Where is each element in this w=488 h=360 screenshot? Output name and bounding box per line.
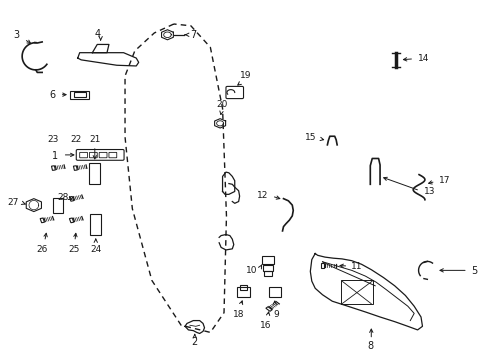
Text: 28: 28	[58, 193, 69, 202]
Bar	[73, 93, 85, 97]
Text: 10: 10	[245, 266, 257, 275]
Bar	[240, 285, 246, 290]
Text: 1: 1	[52, 150, 58, 161]
Text: 23: 23	[47, 135, 59, 144]
Text: 20: 20	[216, 100, 227, 109]
Bar	[237, 287, 249, 297]
Text: 5: 5	[470, 266, 476, 276]
Text: 27: 27	[8, 198, 19, 207]
Text: 14: 14	[417, 54, 428, 63]
Bar	[263, 271, 272, 276]
Text: 25: 25	[68, 245, 80, 254]
Text: 4: 4	[94, 29, 100, 39]
Text: 18: 18	[232, 310, 244, 319]
Text: 17: 17	[438, 176, 449, 185]
Bar	[90, 215, 101, 235]
Text: 19: 19	[240, 71, 251, 80]
Text: 24: 24	[90, 245, 101, 254]
Text: 26: 26	[37, 245, 48, 254]
Text: 2: 2	[191, 337, 198, 347]
Text: 7: 7	[189, 30, 196, 40]
Bar	[268, 287, 280, 297]
Text: 15: 15	[305, 133, 316, 142]
Bar	[70, 91, 89, 99]
Text: 22: 22	[70, 135, 81, 144]
Text: 8: 8	[366, 341, 373, 351]
Text: 9: 9	[273, 310, 279, 319]
Bar	[263, 265, 272, 271]
Text: 6: 6	[50, 90, 56, 100]
Text: 16: 16	[259, 320, 271, 329]
Text: 3: 3	[14, 30, 20, 40]
Bar	[53, 198, 63, 213]
Bar	[261, 256, 273, 264]
Text: 12: 12	[256, 190, 267, 199]
Text: 13: 13	[423, 187, 434, 196]
Bar	[340, 280, 372, 304]
Text: 11: 11	[350, 262, 362, 271]
Bar	[89, 163, 100, 184]
Text: 21: 21	[89, 135, 101, 144]
